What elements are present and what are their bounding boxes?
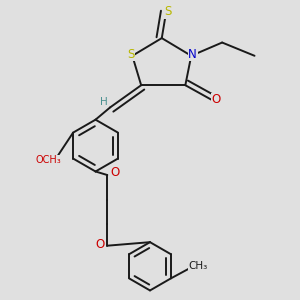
Text: O: O <box>110 166 119 179</box>
Text: O: O <box>212 93 221 106</box>
Text: OCH₃: OCH₃ <box>35 155 61 165</box>
Text: H: H <box>100 97 108 107</box>
Text: N: N <box>188 48 197 61</box>
Text: S: S <box>164 5 171 18</box>
Text: O: O <box>95 238 105 251</box>
Text: CH₃: CH₃ <box>188 261 207 271</box>
Text: S: S <box>127 48 134 61</box>
